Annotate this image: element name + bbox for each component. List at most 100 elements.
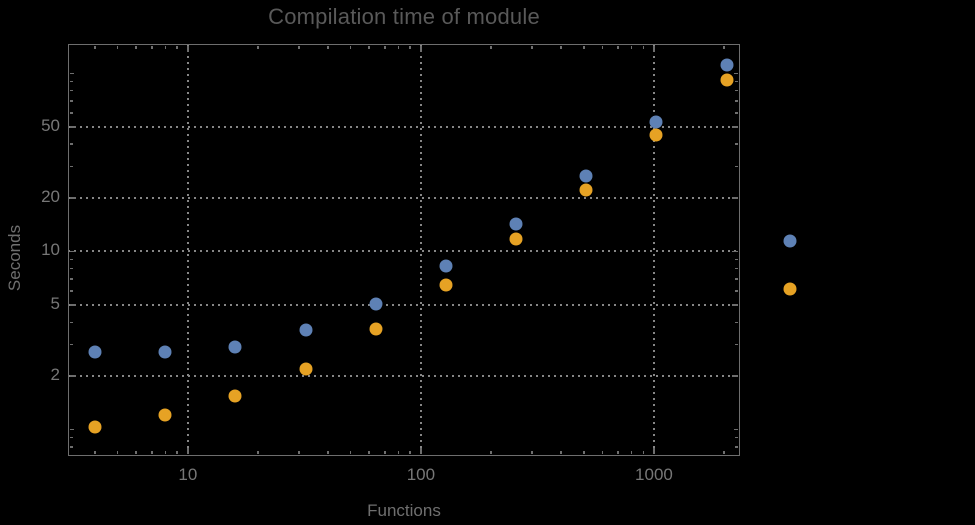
x-tick — [94, 45, 96, 49]
x-tick — [630, 451, 633, 455]
x-tick — [94, 451, 96, 455]
y-tick — [69, 343, 73, 346]
y-tick — [735, 267, 739, 270]
y-tick — [735, 80, 739, 83]
y-tick — [69, 80, 73, 83]
x-tick — [327, 451, 329, 455]
y-tick — [735, 165, 739, 168]
data-point-series-orange — [649, 128, 663, 142]
data-point-series-orange — [228, 389, 242, 403]
x-tick — [420, 45, 422, 52]
x-tick — [298, 45, 300, 49]
x-tick — [187, 448, 189, 455]
x-tick-label: 100 — [406, 465, 436, 484]
h-gridline — [68, 125, 740, 128]
x-tick — [135, 451, 137, 455]
y-tick — [735, 321, 739, 324]
y-tick-label: 5 — [50, 294, 60, 313]
h-gridline — [68, 250, 740, 253]
y-tick — [735, 436, 739, 439]
x-tick — [116, 451, 119, 455]
v-gridline — [186, 44, 189, 456]
x-tick — [257, 45, 259, 49]
data-point-series-blue — [299, 323, 313, 337]
y-tick — [735, 100, 739, 102]
x-tick — [327, 45, 329, 49]
plot-frame — [68, 44, 740, 456]
y-tick — [69, 126, 76, 128]
x-tick — [176, 45, 178, 49]
y-tick — [735, 343, 739, 346]
y-tick — [69, 321, 73, 324]
y-tick — [735, 278, 739, 280]
x-tick — [409, 45, 411, 49]
data-point-series-blue — [439, 259, 453, 273]
x-tick — [420, 448, 422, 455]
legend-marker-1 — [783, 234, 797, 248]
y-tick — [732, 126, 739, 128]
x-tick — [151, 451, 153, 455]
x-tick — [653, 45, 655, 52]
y-tick — [732, 250, 739, 253]
y-tick — [735, 290, 739, 292]
y-tick — [735, 258, 739, 261]
y-tick — [69, 278, 73, 280]
data-point-series-orange — [579, 183, 593, 197]
x-tick — [723, 45, 725, 49]
x-tick — [617, 451, 619, 455]
x-tick — [723, 451, 725, 455]
x-tick — [583, 451, 585, 455]
y-tick — [69, 100, 73, 102]
y-tick — [732, 304, 739, 306]
data-point-series-blue — [720, 58, 733, 71]
x-tick — [617, 45, 619, 49]
y-tick — [735, 112, 739, 114]
x-tick — [490, 451, 492, 455]
x-tick-label: 10 — [178, 465, 198, 484]
data-point-series-orange — [439, 278, 453, 292]
y-tick — [69, 375, 76, 377]
x-tick-label: 1000 — [635, 465, 673, 484]
y-tick — [69, 258, 73, 261]
x-tick — [583, 45, 585, 49]
x-tick — [409, 451, 411, 455]
x-tick — [384, 45, 386, 49]
y-tick-label: 2 — [50, 364, 60, 384]
x-tick — [642, 45, 645, 49]
x-tick — [349, 45, 352, 49]
x-tick — [349, 451, 352, 455]
x-tick — [601, 451, 603, 455]
x-tick — [630, 45, 633, 49]
x-tick — [116, 45, 119, 49]
y-tick — [732, 197, 739, 199]
data-point-series-orange — [369, 322, 383, 336]
x-tick — [642, 451, 645, 455]
x-tick — [397, 45, 400, 49]
chart-title: Compilation time of module — [268, 4, 540, 29]
x-tick — [368, 45, 370, 49]
x-tick — [560, 451, 562, 455]
y-tick-label: 20 — [41, 186, 60, 206]
y-tick — [69, 290, 73, 292]
h-gridline — [68, 374, 740, 377]
legend-marker-2 — [783, 282, 797, 296]
data-point-series-orange — [509, 232, 523, 246]
y-tick — [69, 197, 76, 199]
data-point-series-orange — [158, 408, 172, 422]
y-tick — [69, 446, 73, 448]
y-tick-label: 50 — [41, 115, 60, 135]
y-tick — [69, 267, 73, 270]
y-tick — [733, 428, 739, 431]
x-tick — [531, 451, 533, 455]
data-point-series-orange — [299, 362, 313, 375]
x-tick — [384, 451, 386, 455]
h-gridline — [68, 304, 740, 306]
y-tick — [69, 250, 76, 253]
y-tick — [69, 112, 73, 114]
x-tick — [601, 45, 603, 49]
x-tick — [135, 45, 137, 49]
y-tick — [735, 446, 739, 448]
y-tick — [69, 72, 75, 75]
data-point-series-blue — [649, 115, 663, 129]
